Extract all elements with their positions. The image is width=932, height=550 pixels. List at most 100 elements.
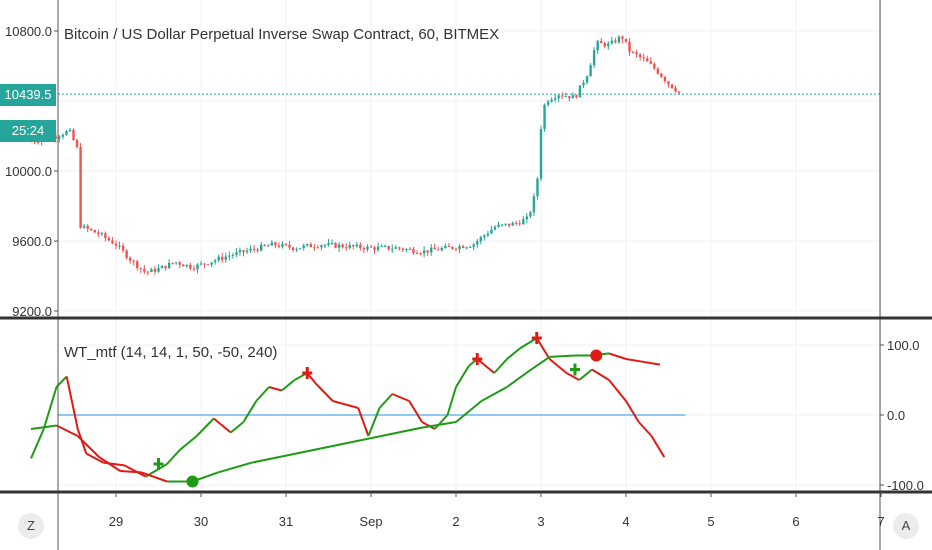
candle-body (561, 95, 564, 97)
candle-body (458, 246, 461, 250)
candle-body (373, 247, 376, 250)
time-tick-label: 7 (877, 514, 884, 529)
candle-body (394, 247, 397, 249)
countdown-badge: 25:24 (0, 120, 56, 142)
candle-body (642, 57, 645, 59)
candle-body (90, 228, 93, 230)
price-tick-label: 9600.0 (12, 234, 52, 249)
candle-body (203, 263, 206, 265)
candle-body (433, 247, 436, 250)
candle-body (366, 246, 369, 250)
wt-series-2-segment (30, 424, 57, 430)
candle-body (493, 226, 497, 230)
candle-body (656, 68, 660, 74)
candle-body (635, 52, 638, 55)
candle-body (507, 223, 511, 226)
candle-body (359, 244, 362, 249)
candle-body (334, 242, 337, 248)
candle-body (376, 246, 380, 250)
auto-scale-button[interactable]: A (893, 513, 919, 539)
candle-body (157, 268, 160, 272)
candle-body (72, 129, 75, 141)
candle-body (582, 82, 585, 86)
candle-body (387, 245, 390, 250)
candle-body (121, 245, 125, 251)
wt-series-1-segment (65, 376, 79, 430)
candle-body (313, 247, 316, 249)
wt-series-2-segment (455, 400, 483, 423)
candle-body (302, 245, 305, 249)
candle-body (422, 250, 426, 254)
wt-series-1-segment (255, 386, 270, 402)
candle-body (274, 242, 277, 246)
timezone-button[interactable]: Z (18, 513, 44, 539)
wt-series-2-segment (527, 356, 551, 373)
wt-series-2-segment (98, 456, 121, 472)
candle-body (167, 262, 171, 269)
candle-body (36, 141, 40, 143)
candle-body (504, 223, 507, 225)
candle-body (638, 54, 642, 58)
wt-series-1-segment (179, 435, 198, 451)
candle-body (529, 212, 532, 217)
candle-body (663, 77, 667, 82)
candle-body (412, 249, 415, 253)
candle-body (624, 38, 628, 42)
candle-body (614, 40, 617, 43)
candle-body (486, 233, 490, 236)
candle-body (631, 51, 635, 53)
candle-body (454, 248, 458, 250)
candle-body (249, 248, 252, 251)
candle-body (518, 223, 521, 225)
candle-body (667, 81, 670, 85)
candle-body (564, 96, 567, 98)
wavetrend-oscillator (30, 332, 686, 488)
candle-body (380, 246, 383, 248)
wt-series-2-segment (625, 358, 644, 363)
time-tick-label: 29 (109, 514, 123, 529)
candle-body (483, 235, 486, 238)
candle-body (660, 73, 663, 78)
candle-body (245, 250, 249, 253)
candle-body (670, 84, 674, 89)
candle-body (178, 262, 181, 265)
candle-body (242, 250, 245, 253)
candle-body (270, 242, 274, 246)
candle-body (398, 247, 401, 249)
candle-body (617, 36, 621, 43)
wt-series-1-segment (281, 379, 296, 392)
candle-body (86, 225, 89, 229)
candle-body (440, 248, 444, 251)
candle-body (61, 135, 65, 137)
candle-body (341, 244, 344, 248)
candle-body (228, 255, 231, 257)
candle-body (500, 224, 504, 226)
wt-series-2-segment (217, 461, 253, 474)
wt-tick-label: 0.0 (887, 408, 905, 423)
candle-body (79, 146, 82, 228)
candle-body (75, 140, 79, 147)
candle-body (578, 85, 582, 98)
candle-body (97, 232, 100, 235)
candle-body (281, 243, 284, 247)
candle-body (206, 264, 210, 266)
candle-body (337, 244, 341, 248)
candle-body (677, 91, 681, 93)
candle-body (553, 98, 557, 100)
candle-body (136, 261, 139, 269)
candle-body (150, 268, 153, 273)
candle-body (461, 246, 465, 249)
candle-body (497, 224, 500, 227)
candle-body (419, 253, 422, 255)
wt-series-1-segment (434, 414, 449, 430)
candle-body (479, 237, 482, 242)
candle-body (568, 96, 571, 99)
candle-body (352, 245, 355, 247)
wt-series-1-segment (196, 417, 215, 437)
wt-series-2-segment (141, 471, 168, 483)
candle-body (546, 101, 550, 105)
candle-body (309, 244, 312, 248)
price-tick-label: 9200.0 (12, 304, 52, 319)
candle-body (295, 249, 298, 251)
